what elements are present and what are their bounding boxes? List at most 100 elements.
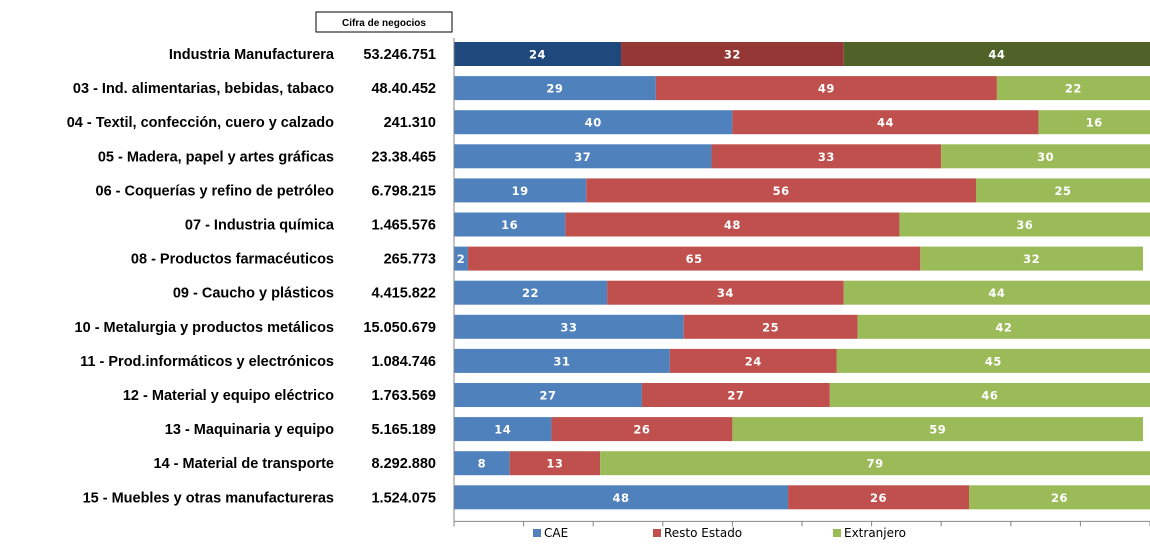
- bar-value-label: 29: [546, 82, 563, 96]
- cifra-negocios-value: 15.050.679: [363, 320, 436, 336]
- bar-value-label: 26: [870, 491, 887, 505]
- bar-value-label: 27: [539, 389, 556, 403]
- bar-value-label: 48: [613, 491, 630, 505]
- bar-segment: [1038, 110, 1150, 135]
- legend-label: CAE: [544, 526, 568, 540]
- bar-value-label: 44: [988, 48, 1005, 62]
- bar-segment: [509, 451, 601, 476]
- bar-value-label: 16: [501, 218, 518, 232]
- bar-value-label: 24: [529, 48, 546, 62]
- bar-value-label: 22: [522, 286, 539, 300]
- value-header-box: [315, 11, 453, 33]
- bar-value-label: 14: [494, 423, 511, 437]
- bar-value-label: 45: [985, 354, 1002, 368]
- category-label: 07 - Industria química: [185, 218, 335, 234]
- cifra-negocios-value: 48.40.452: [371, 81, 436, 97]
- bar-value-label: 19: [512, 184, 529, 198]
- cifra-negocios-value: 265.773: [384, 252, 436, 268]
- bar-value-label: 37: [574, 150, 591, 164]
- bar-segment: [641, 383, 830, 407]
- category-label: 08 - Productos farmacéuticos: [131, 252, 334, 268]
- bar-value-label: 24: [745, 354, 762, 368]
- bar-segment: [857, 314, 1150, 339]
- bar-value-label: 48: [724, 218, 741, 232]
- cifra-negocios-value: 23.38.465: [371, 149, 436, 165]
- bar-segment: [732, 110, 1039, 135]
- cifra-negocios-value: 53.246.751: [363, 47, 436, 63]
- bar-value-label: 40: [585, 116, 602, 130]
- cifra-negocios-value: 5.165.189: [371, 422, 436, 438]
- bar-value-label: 59: [929, 423, 946, 437]
- bar-segment: [976, 178, 1150, 203]
- bar-segment: [621, 42, 844, 66]
- bar-segment: [454, 383, 642, 407]
- bar-segment: [788, 485, 970, 510]
- bar-segment: [920, 246, 1144, 271]
- bar-value-label: 27: [727, 389, 744, 403]
- bar-value-label: 30: [1037, 150, 1054, 164]
- bar-value-label: 26: [633, 423, 650, 437]
- cifra-negocios-value: 1.465.576: [371, 218, 436, 234]
- bar-value-label: 33: [818, 150, 835, 164]
- bar-segment: [454, 348, 670, 373]
- bar-value-label: 2: [457, 252, 466, 266]
- bar-segment: [655, 76, 997, 101]
- category-label: 10 - Metalurgia y productos metálicos: [75, 320, 334, 336]
- bar-segment: [941, 144, 1150, 169]
- category-label: 11 - Prod.informáticos y electrónicos: [80, 354, 334, 370]
- bar-value-label: 49: [818, 82, 835, 96]
- bar-value-label: 56: [773, 184, 790, 198]
- bar-segment: [829, 383, 1150, 407]
- bar-segment: [454, 76, 656, 101]
- bar-value-label: 46: [981, 389, 998, 403]
- bar-segment: [454, 246, 468, 271]
- bar-segment: [683, 314, 858, 339]
- bar-segment: [899, 212, 1150, 237]
- category-label: 05 - Madera, papel y artes gráficas: [98, 149, 334, 165]
- category-label: 09 - Caucho y plásticos: [173, 286, 334, 302]
- bar-segment: [586, 178, 976, 203]
- legend: CAE Resto Estado Extranjero: [533, 526, 906, 540]
- bar-segment: [454, 110, 733, 135]
- bar-value-label: 25: [1054, 184, 1071, 198]
- bar-value-label: 44: [988, 286, 1005, 300]
- bar-segment: [600, 451, 1150, 476]
- bar-value-label: 65: [686, 252, 703, 266]
- cifra-negocios-value: 241.310: [384, 115, 436, 131]
- cifra-negocios-value: 6.798.215: [371, 183, 436, 199]
- cifra-negocios-value: 1.524.075: [371, 490, 436, 506]
- legend-label: Extranjero: [844, 526, 906, 540]
- bar-value-label: 31: [553, 354, 570, 368]
- value-header-text: Cifra de negocios: [342, 18, 426, 29]
- bar-value-label: 33: [560, 320, 577, 334]
- bar-value-label: 25: [762, 320, 779, 334]
- bar-segment: [565, 212, 900, 237]
- bar-segment: [836, 348, 1150, 373]
- category-label: 04 - Textil, confección, cuero y calzado: [67, 115, 334, 131]
- bar-value-label: 26: [1051, 491, 1068, 505]
- bar-segment: [467, 246, 921, 271]
- bar-value-label: 44: [877, 116, 894, 130]
- cifra-negocios-value: 1.084.746: [371, 354, 436, 370]
- category-label: 12 - Material y equipo eléctrico: [123, 388, 334, 404]
- value-header: Cifra de negocios: [315, 11, 453, 33]
- bar-segment: [454, 178, 587, 203]
- cifra-negocios-value: 8.292.880: [371, 456, 436, 472]
- legend-swatch: [533, 529, 541, 537]
- bar-value-label: 42: [995, 320, 1012, 334]
- bar-value-label: 79: [867, 457, 884, 471]
- category-label: 03 - Ind. alimentarias, bebidas, tabaco: [73, 81, 334, 97]
- bar-segment: [454, 280, 608, 305]
- bar-segment: [454, 485, 789, 510]
- bar-segment: [843, 42, 1150, 66]
- bar-segment: [551, 417, 733, 442]
- bar-segment: [711, 144, 942, 169]
- bar-segment: [454, 451, 510, 476]
- legend-swatch: [833, 529, 841, 537]
- category-label: 15 - Muebles y otras manufactureras: [83, 490, 334, 506]
- bar-value-label: 13: [546, 457, 563, 471]
- bar-value-label: 8: [478, 457, 487, 471]
- category-label: 06 - Coquerías y refino de petróleo: [96, 183, 335, 199]
- bar-value-label: 34: [717, 286, 734, 300]
